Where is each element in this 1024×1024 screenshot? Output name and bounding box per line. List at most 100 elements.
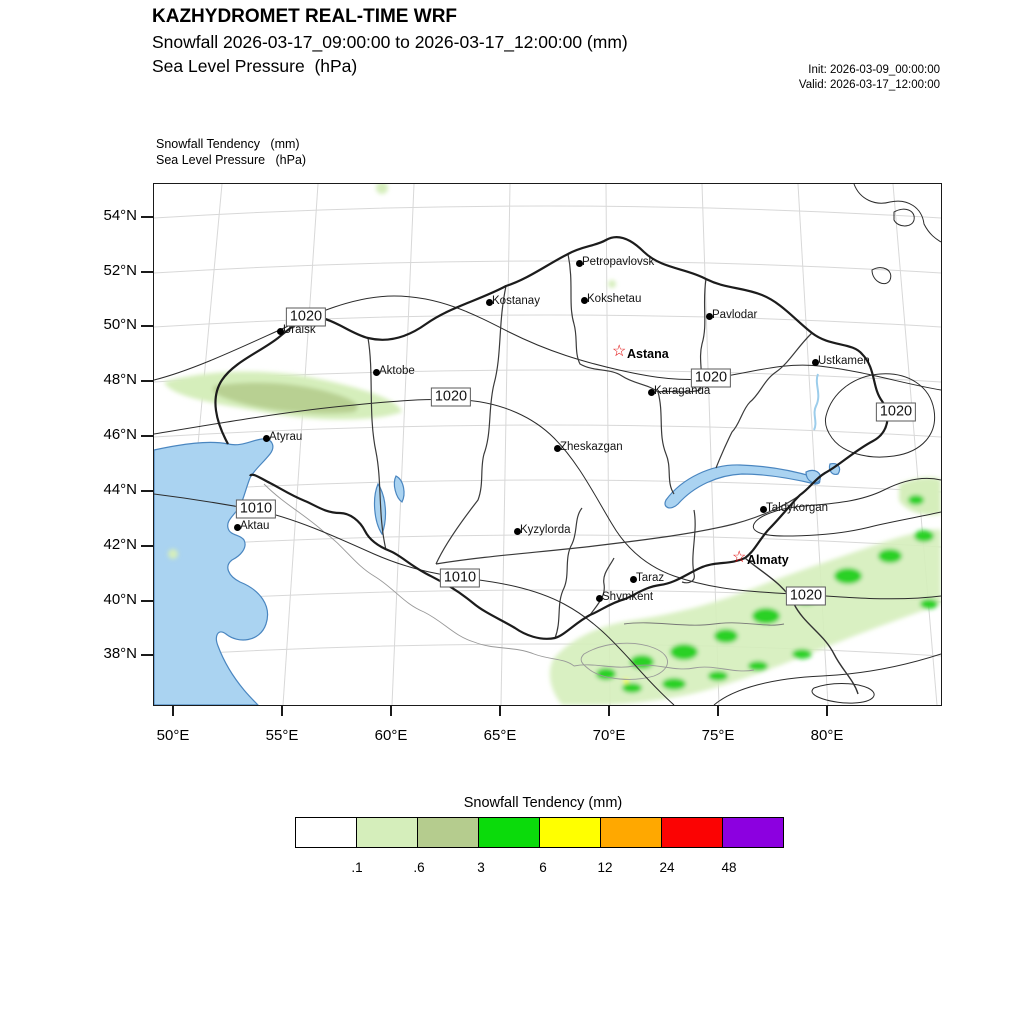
colorbar-swatch	[661, 817, 723, 848]
lat-tick	[141, 435, 153, 437]
graticule-grid	[154, 184, 941, 705]
capital-label: Almaty	[747, 553, 789, 567]
colorbar-tick: 24	[659, 860, 675, 875]
capital-label: Astana	[627, 347, 669, 361]
lat-label-48n: 48°N	[103, 371, 137, 388]
capital-star-icon: ☆	[612, 343, 627, 360]
city-label: Kyzylorda	[520, 523, 571, 536]
colorbar	[295, 817, 784, 848]
colorbar-tick: 48	[721, 860, 737, 875]
city-dot-icon	[580, 296, 588, 304]
city-label: Taldykorgan	[766, 501, 829, 514]
city-label: Aktobe	[379, 364, 415, 377]
lat-tick	[141, 271, 153, 273]
city-dot-icon	[647, 388, 655, 396]
colorbar-tick: .1	[351, 860, 363, 875]
city-label: Kokshetau	[587, 292, 642, 305]
colorbar-swatch	[417, 817, 479, 848]
lon-tick	[281, 705, 283, 716]
snow-patch-northwest-core	[213, 382, 358, 414]
lat-tick	[141, 325, 153, 327]
colorbar-swatch	[539, 817, 601, 848]
colorbar-tick: 3	[477, 860, 485, 875]
city-dot-icon	[811, 358, 819, 366]
lon-label-80e: 80°E	[810, 727, 844, 744]
city-label: Pavlodar	[712, 308, 758, 321]
lon-tick	[172, 705, 174, 716]
colorbar-swatch	[295, 817, 357, 848]
aral-sea-east	[393, 475, 405, 503]
contour-label-1020: 1020	[430, 387, 472, 407]
contour-southeast	[713, 653, 941, 705]
colorbar-tick: 6	[539, 860, 547, 875]
lat-label-42n: 42°N	[103, 536, 137, 553]
city-label: Taraz	[636, 571, 665, 584]
oblast-borders	[367, 253, 813, 639]
page-title: KAZHYDROMET REAL-TIME WRF	[152, 6, 458, 27]
lon-label-70e: 70°E	[592, 727, 626, 744]
colorbar-title: Snowfall Tendency (mm)	[463, 795, 623, 811]
kazakhstan-border	[214, 236, 889, 640]
city-dot-icon	[629, 575, 637, 583]
city-dot-icon	[276, 327, 284, 335]
colorbar-swatch	[356, 817, 418, 848]
lon-label-50e: 50°E	[156, 727, 190, 744]
capital-star-icon: ☆	[732, 549, 747, 566]
water-bodies	[154, 373, 841, 705]
lat-tick	[141, 380, 153, 382]
page-subtitle: Snowfall 2026-03-17_09:00:00 to 2026-03-…	[152, 32, 628, 52]
city-label: Aktau	[240, 519, 270, 532]
contour-taldykorgan-loop	[752, 477, 941, 537]
city-label: Shymkent	[602, 590, 654, 603]
map-key: Snowfall Tendency (mm) Sea Level Pressur…	[156, 136, 306, 168]
contour-label-1010: 1010	[235, 499, 277, 519]
lon-label-55e: 55°E	[265, 727, 299, 744]
lake-balkhash	[664, 464, 821, 509]
aral-sea-west	[373, 482, 387, 536]
lon-tick	[717, 705, 719, 716]
city-label: Kostanay	[492, 294, 540, 307]
snow-cores-bright	[596, 495, 938, 693]
city-label: Ustkamen	[818, 354, 870, 367]
valid-time-label: Valid: 2026-03-17_12:00:00	[798, 79, 940, 91]
page-subtitle-2: Sea Level Pressure (hPa)	[152, 56, 358, 76]
lon-tick	[499, 705, 501, 716]
city-label: Uralsk	[283, 323, 316, 336]
contour-label-1020: 1020	[875, 402, 917, 422]
city-dot-icon	[485, 298, 493, 306]
lon-label-60e: 60°E	[374, 727, 408, 744]
map-key-line-pressure: Sea Level Pressure (hPa)	[156, 153, 307, 167]
lat-label-50n: 50°N	[103, 316, 137, 333]
map-key-line-snowfall: Snowfall Tendency (mm)	[156, 137, 300, 151]
lat-tick	[141, 216, 153, 218]
china-border	[744, 557, 859, 695]
contour-label-1020: 1020	[690, 368, 732, 388]
weather-map: Petropavlovsk Kostanay Kokshetau Pavloda…	[153, 183, 942, 706]
city-dot-icon	[372, 368, 380, 376]
city-dot-icon	[705, 312, 713, 320]
contour-label-1020: 1020	[785, 586, 827, 606]
city-dot-icon	[233, 523, 241, 531]
lat-tick	[141, 545, 153, 547]
city-label: Atyrau	[269, 430, 303, 443]
lat-tick	[141, 600, 153, 602]
contour-label-1020: 1020	[285, 307, 327, 327]
irtysh-river	[813, 373, 820, 431]
city-dot-icon	[595, 594, 603, 602]
city-dot-icon	[553, 444, 561, 452]
contour-label-1010: 1010	[439, 568, 481, 588]
contour-1020-east-loop	[824, 373, 936, 458]
lon-tick	[608, 705, 610, 716]
init-time-label: Init: 2026-03-09_00:00:00	[808, 64, 940, 76]
city-dot-icon	[759, 505, 767, 513]
city-dot-icon	[513, 527, 521, 535]
lat-label-44n: 44°N	[103, 481, 137, 498]
lon-label-75e: 75°E	[701, 727, 735, 744]
colorbar-swatch	[722, 817, 784, 848]
lat-label-38n: 38°N	[103, 645, 137, 662]
lat-tick	[141, 654, 153, 656]
lat-label-46n: 46°N	[103, 426, 137, 443]
lon-tick	[390, 705, 392, 716]
colorbar-tick: .6	[413, 860, 425, 875]
